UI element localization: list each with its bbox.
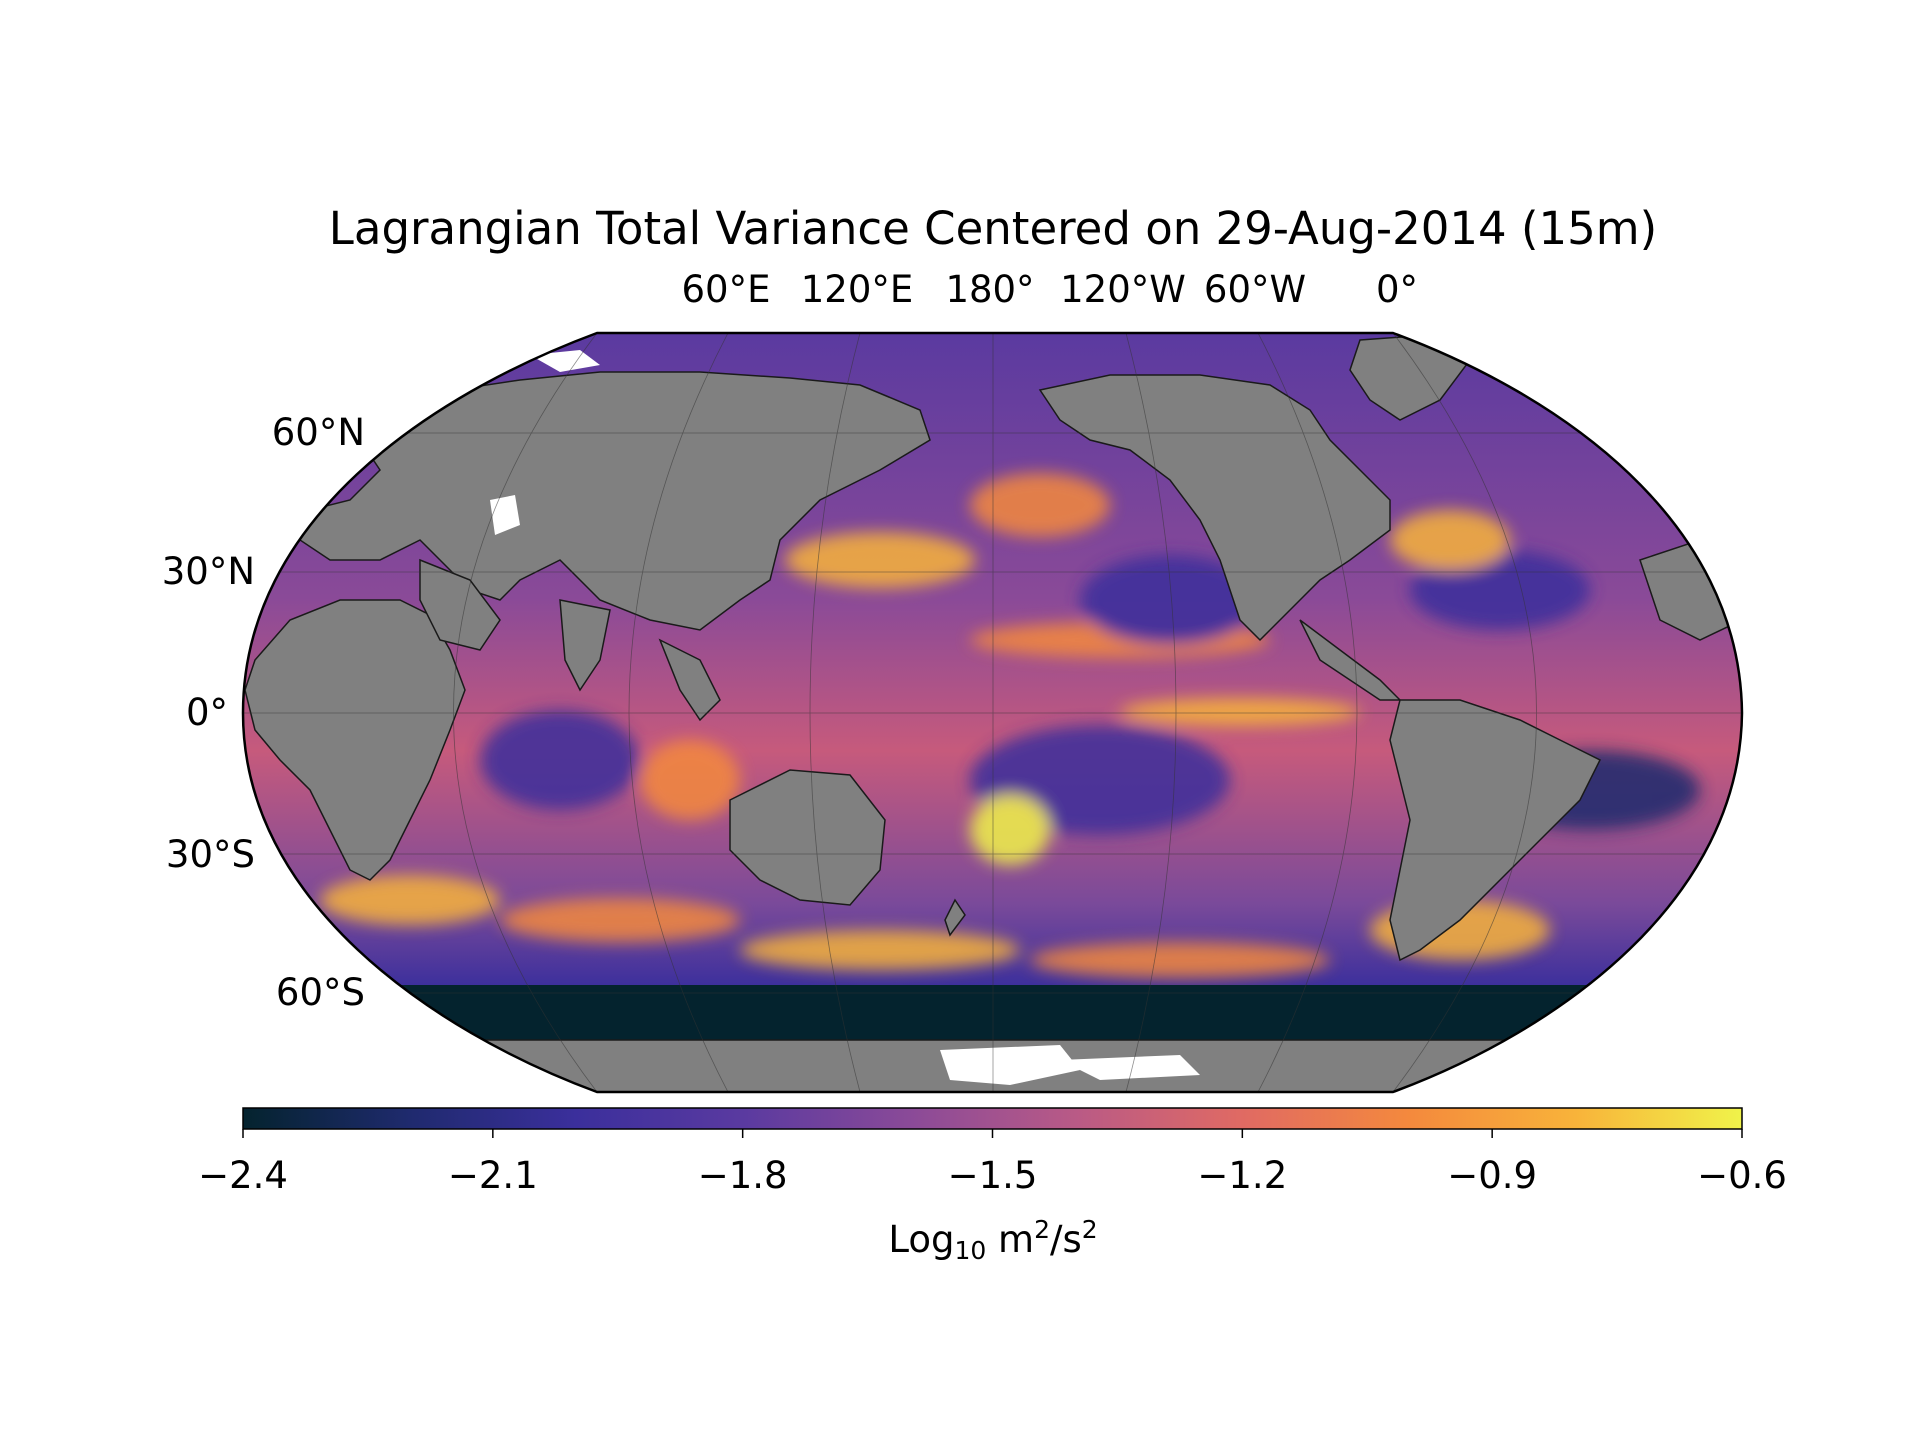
longitude-labels: 60°E 120°E 180° 120°W 60°W 0°: [682, 268, 1419, 311]
colorbar-label-unit-m: m: [986, 1218, 1034, 1261]
lon-label-120e: 120°E: [801, 268, 914, 311]
lon-label-60e: 60°E: [682, 268, 771, 311]
colorbar-label-subscript: 10: [954, 1236, 986, 1265]
ice-ross: [1060, 1055, 1200, 1080]
ice-lake: [490, 495, 520, 535]
landmass-central-america: [1299, 619, 1402, 701]
ice-antarctic-shelf: [940, 1045, 1080, 1085]
landmass-south-america: [1389, 699, 1602, 962]
colorbar-label-sup2: 2: [1082, 1215, 1098, 1244]
map-title: Lagrangian Total Variance Centered on 29…: [329, 202, 1657, 255]
colorbar-tick-label: −2.4: [198, 1154, 288, 1197]
colorbar-tick-label: −1.5: [948, 1154, 1038, 1197]
colorbar-label: Log10 m2/s2: [888, 1215, 1097, 1265]
colorbar-bar: [242, 1107, 1743, 1130]
latitude-labels: 60°N 30°N 0° 30°S 60°S: [162, 411, 365, 1014]
lon-label-0: 0°: [1376, 268, 1418, 311]
lon-label-60w: 60°W: [1204, 268, 1306, 311]
variance-eddies: [320, 473, 1700, 978]
landmass-new-zealand: [944, 898, 966, 937]
colorbar-tick-label: −1.2: [1197, 1154, 1287, 1197]
colorbar-tick-label: −2.1: [448, 1154, 538, 1197]
landmass-arabia: [419, 558, 501, 651]
lat-label-60n: 60°N: [272, 411, 365, 454]
landmass-se-asia: [658, 638, 721, 722]
lat-label-60s: 60°S: [276, 971, 365, 1014]
graticule: [243, 333, 1742, 1092]
ice: [490, 350, 1200, 1085]
colorbar-tick-label: −0.9: [1447, 1154, 1537, 1197]
globe: [243, 333, 1742, 1092]
colorbar-ticks: −2.4 −2.1 −1.8 −1.5 −1.2 −0.9 −0.6: [198, 1129, 1787, 1197]
lat-label-0: 0°: [186, 691, 228, 734]
globe-outline: [241, 331, 1744, 1094]
landmass-australia: [729, 769, 886, 906]
lat-label-30n: 30°N: [162, 550, 255, 593]
landmass-north-america: [1038, 374, 1391, 642]
colorbar-label-unit-s: /s: [1050, 1218, 1082, 1261]
lat-label-30s: 30°S: [166, 833, 255, 876]
antarctic-band: [243, 985, 1742, 1045]
colorbar-label-sup1: 2: [1034, 1215, 1050, 1244]
ice-arctic: [530, 350, 600, 372]
colorbar-tick-label: −0.6: [1697, 1154, 1787, 1197]
colorbar: −2.4 −2.1 −1.8 −1.5 −1.2 −0.9 −0.6 Log10 m2/s2: [198, 1107, 1787, 1265]
colorbar-tick-label: −1.8: [698, 1154, 788, 1197]
lon-label-120w: 120°W: [1060, 268, 1186, 311]
landmass-india: [559, 599, 611, 692]
landmass-africa: [244, 599, 466, 881]
colorbar-label-base: Log: [888, 1218, 954, 1261]
lon-label-180: 180°: [945, 268, 1034, 311]
